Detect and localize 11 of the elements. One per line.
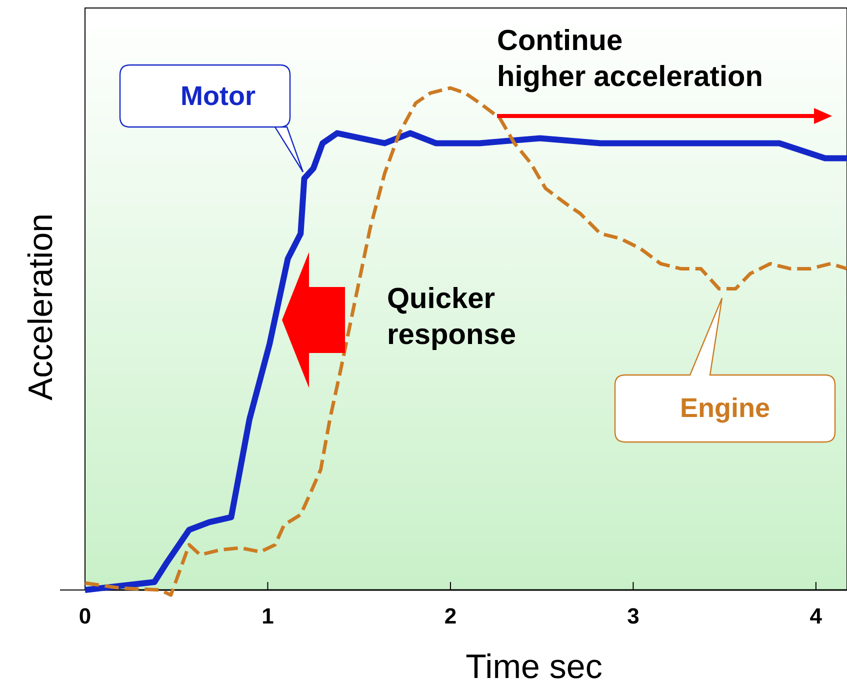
y-axis-title: Acceleration	[22, 213, 60, 401]
text: Motor	[180, 81, 256, 111]
x-tick-label: 2	[444, 604, 457, 629]
annotation: Quicker response	[387, 283, 516, 351]
x-tick-label: 1	[262, 604, 274, 629]
x-tick-label: 0	[78, 604, 92, 629]
annotation: Continue higher acceleration	[497, 25, 763, 93]
x-tick-label: 3	[627, 604, 640, 629]
text: Engine	[680, 393, 770, 423]
x-axis-title: Time sec	[466, 648, 602, 685]
x-tick-label: 4	[810, 604, 823, 629]
